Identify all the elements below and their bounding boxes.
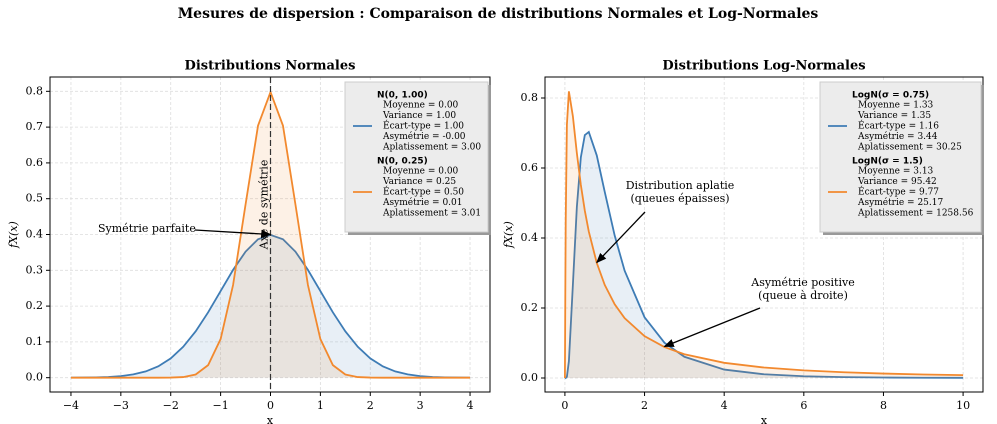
y-tick-label: 0.7	[26, 120, 44, 133]
legend-stat: Écart-type = 9.77	[858, 186, 939, 198]
legend-stat: Variance = 1.00	[382, 111, 456, 121]
y-tick-label: 0.2	[26, 299, 44, 312]
legend-stat: Écart-type = 1.00	[383, 120, 464, 132]
y-tick-label: 0.3	[26, 263, 44, 276]
annotation-arrow	[596, 211, 646, 264]
line	[564, 130, 964, 379]
legend-title: LogN(σ = 0.75)	[852, 91, 929, 101]
line	[70, 89, 471, 379]
x-tick-label: −4	[63, 399, 79, 412]
legend-stat: Variance = 1.35	[857, 111, 931, 121]
x-tick-label: 6	[800, 399, 807, 412]
legend-stat: Aplatissement = 30.25	[857, 143, 962, 153]
legend-title: N(0, 1.00)	[377, 91, 428, 101]
x-tick-label: 2	[641, 399, 648, 412]
x-tick-label: 8	[880, 399, 887, 412]
annotation: Symétrie parfaite	[98, 222, 196, 235]
y-tick-label: 0.8	[26, 84, 44, 97]
y-tick-label: 0.8	[521, 91, 539, 104]
legend-stat: Moyenne = 1.33	[858, 101, 934, 111]
legend-stat: Moyenne = 0.00	[383, 167, 459, 177]
legend-stat: Asymétrie = 25.17	[857, 197, 943, 208]
y-tick-label: 0.6	[26, 156, 44, 169]
figure-title: Mesures de dispersion : Comparaison de d…	[178, 6, 819, 22]
legend-stat: Aplatissement = 3.01	[382, 209, 481, 219]
subplot-title: Distributions Log-Normales	[662, 59, 865, 74]
legend-stat: Asymétrie = -0.00	[382, 131, 466, 142]
legend-stat: Asymétrie = 0.01	[382, 197, 463, 208]
legend-title: LogN(σ = 1.5)	[852, 157, 923, 167]
x-tick-label: −2	[163, 399, 179, 412]
annotation: Distribution aplatie	[626, 179, 735, 192]
y-tick-label: 0.4	[26, 228, 44, 241]
annotation: (queues épaisses)	[630, 192, 729, 205]
vline-label: Axe de symétrie	[257, 160, 270, 251]
area	[564, 91, 964, 378]
annotation: Asymétrie positive	[750, 276, 854, 289]
y-tick-label: 0.0	[521, 371, 539, 384]
legend-stat: Aplatissement = 3.00	[382, 143, 481, 153]
legend-stat: Aplatissement = 1258.56	[857, 209, 974, 219]
y-tick-label: 0.6	[521, 161, 539, 174]
legend-stat: Écart-type = 1.16	[858, 120, 939, 132]
annotation: (queue à droite)	[758, 289, 848, 302]
x-tick-label: 4	[467, 399, 474, 412]
y-tick-label: 0.1	[26, 335, 44, 348]
legend	[819, 81, 982, 233]
legend-stat: Moyenne = 0.00	[383, 101, 459, 111]
legend-stat: Variance = 95.42	[857, 177, 937, 187]
x-tick-label: 10	[956, 399, 970, 412]
annotation-arrow	[194, 229, 272, 239]
y-tick-label: 0.5	[26, 192, 44, 205]
x-tick-label: 1	[317, 399, 324, 412]
legend-stat: Asymétrie = 3.44	[857, 131, 938, 142]
legend-stat: Moyenne = 3.13	[858, 167, 934, 177]
x-tick-label: 0	[561, 399, 568, 412]
x-tick-label: 4	[721, 399, 728, 412]
area	[564, 131, 964, 378]
x-axis-label: x	[761, 414, 768, 424]
legend-stat: Variance = 0.25	[382, 177, 456, 187]
annotation-arrow	[663, 307, 761, 348]
legend-title: N(0, 0.25)	[377, 157, 428, 167]
y-tick-label: 0.0	[26, 371, 44, 384]
y-axis-label: fX(x)	[7, 221, 20, 249]
subplot-title: Distributions Normales	[185, 59, 356, 74]
x-tick-label: 3	[417, 399, 424, 412]
y-tick-label: 0.2	[521, 301, 539, 314]
x-tick-label: −3	[113, 399, 129, 412]
y-axis-label: fX(x)	[502, 221, 515, 249]
x-tick-label: 2	[367, 399, 374, 412]
x-tick-label: 0	[267, 399, 274, 412]
legend-stat: Écart-type = 0.50	[383, 186, 464, 198]
x-axis-label: x	[267, 414, 274, 424]
x-tick-label: −1	[213, 399, 229, 412]
line	[564, 91, 964, 379]
y-tick-label: 0.4	[521, 231, 539, 244]
legend	[344, 81, 489, 233]
